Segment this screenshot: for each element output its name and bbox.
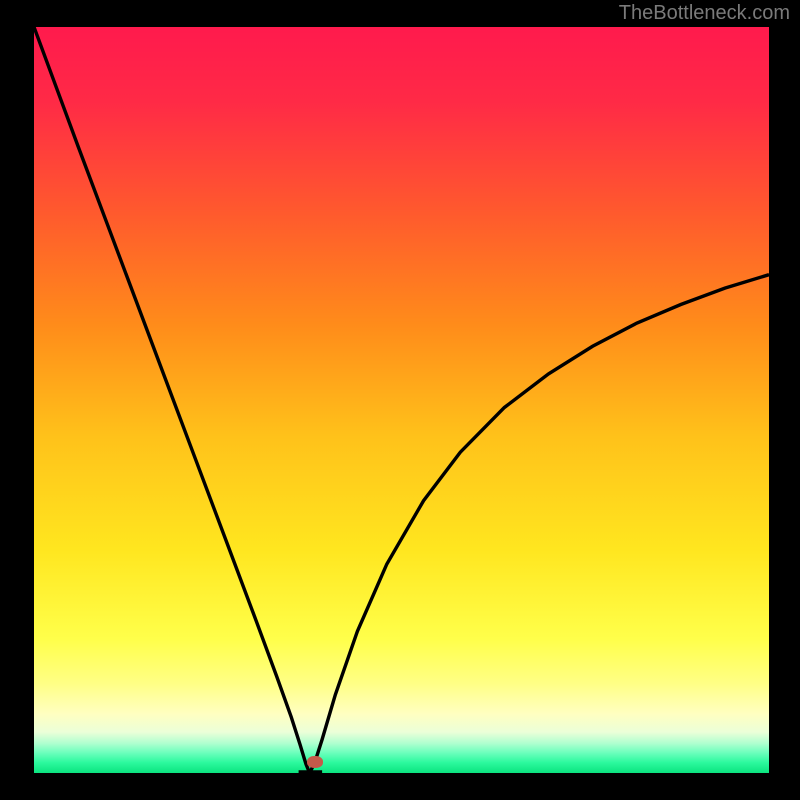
minimum-marker [307,756,323,768]
chart-plot-area [34,27,769,773]
curve-right-branch [310,275,769,773]
curve-left-branch [34,27,310,773]
watermark-text: TheBottleneck.com [619,2,790,25]
bottleneck-curve [34,27,769,773]
